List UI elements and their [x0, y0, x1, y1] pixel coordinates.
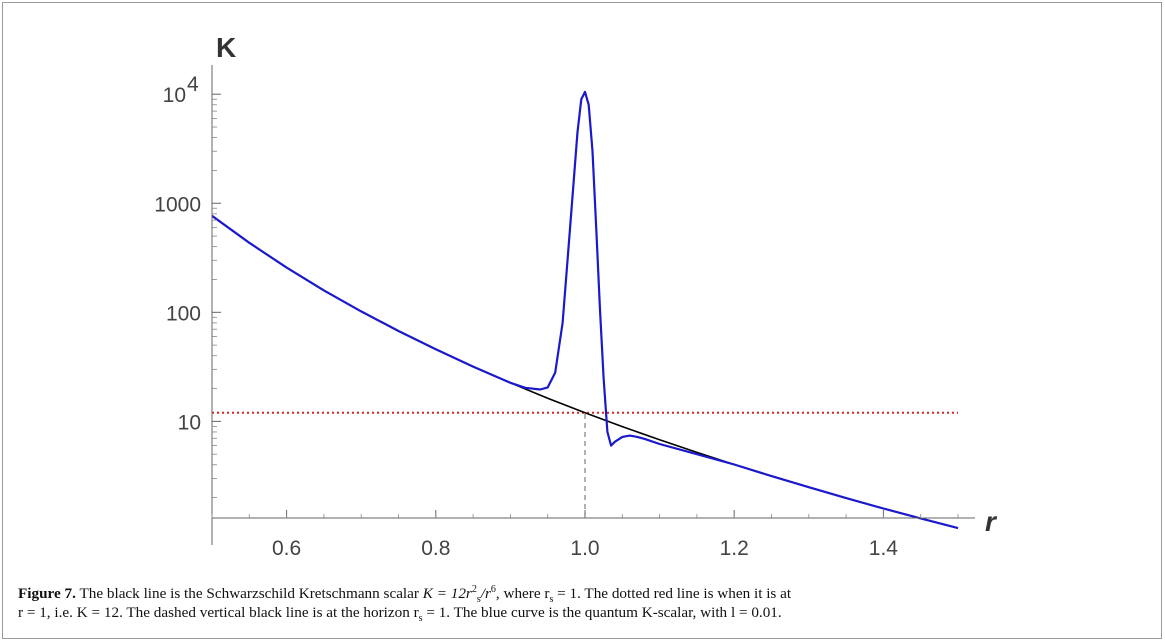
caption-sub2: s	[549, 594, 554, 606]
caption-text-2b: = 1. The blue curve is the quantum K-sca…	[426, 604, 782, 621]
caption-sup2: 6	[490, 583, 496, 595]
caption-text-1: The black line is the Schwarzschild Kret…	[79, 585, 419, 602]
y-axis-label: K	[216, 32, 236, 63]
caption-sub3: s	[418, 613, 423, 625]
caption-text-c: , where r	[495, 585, 550, 602]
x-tick-label: 1.4	[869, 537, 899, 560]
reference-lines	[212, 411, 958, 518]
y-tick-label: 100	[166, 302, 201, 325]
x-tick-label: 1.0	[570, 537, 599, 560]
caption-eq-b: /r	[480, 585, 491, 602]
y-tick-label: 10	[178, 411, 201, 434]
y-tick-label: 10	[163, 84, 186, 107]
caption-text-2a: r = 1, i.e. K = 12. The dashed vertical …	[18, 604, 419, 621]
caption-eq: K = 12r	[422, 585, 472, 602]
caption-text-d: = 1. The dotted red line is when it is a…	[557, 585, 792, 602]
quantum-curve	[211, 90, 959, 530]
y-tick-exponent: 4	[187, 73, 199, 96]
x-tick-label: 0.6	[272, 537, 301, 560]
caption-sup: 2	[471, 583, 477, 595]
x-axis-label: r	[985, 506, 998, 537]
x-tick-label: 0.8	[421, 537, 450, 560]
caption-label: Figure 7.	[18, 585, 76, 602]
x-tick-label: 1.2	[720, 537, 749, 560]
y-tick-label: 1000	[154, 193, 201, 216]
caption-sub: s	[476, 594, 481, 606]
figure-caption: Figure 7. The black line is the Schwarzs…	[18, 583, 1148, 625]
data-series	[211, 90, 959, 530]
